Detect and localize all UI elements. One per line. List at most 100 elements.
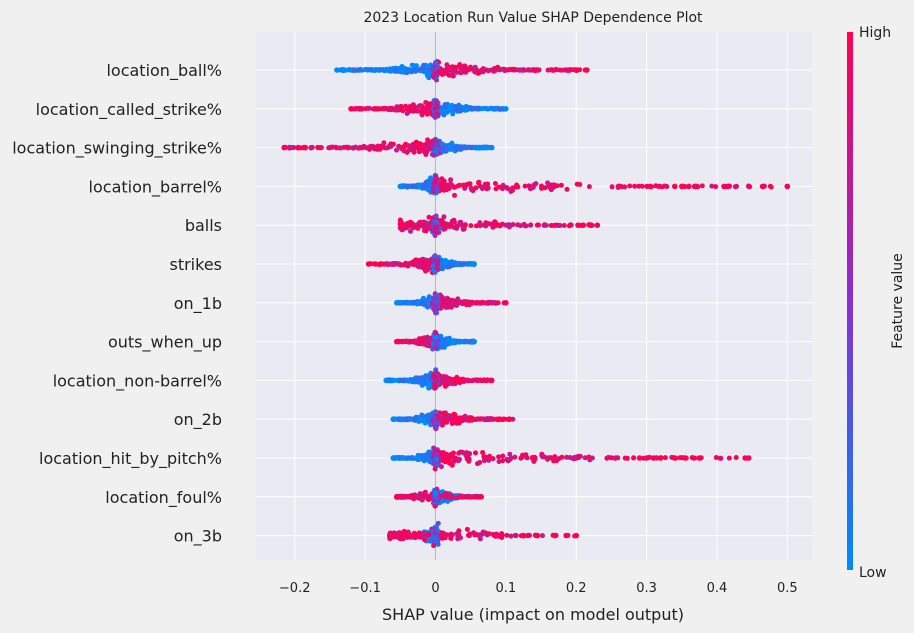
outlier-point: [671, 455, 678, 461]
data-point: [632, 183, 638, 189]
data-point: [399, 227, 405, 233]
data-point: [289, 145, 295, 151]
data-point: [485, 221, 491, 227]
data-point: [465, 181, 471, 187]
data-point: [551, 223, 557, 228]
data-point: [439, 450, 445, 456]
data-point: [487, 67, 493, 73]
data-point: [472, 64, 478, 70]
data-point: [432, 224, 438, 230]
data-point: [733, 455, 739, 460]
data-point: [447, 182, 453, 188]
data-point: [362, 67, 368, 72]
outlier-point: [488, 144, 495, 151]
data-point: [425, 373, 431, 379]
series-location_swinging_strike%: [281, 136, 495, 158]
data-point: [528, 185, 534, 191]
data-point: [549, 67, 555, 73]
data-point: [456, 420, 462, 426]
data-point: [468, 64, 473, 70]
data-point: [586, 454, 592, 460]
data-point: [530, 454, 535, 460]
data-point: [441, 221, 447, 227]
data-point: [385, 106, 391, 112]
outlier-point: [696, 455, 703, 461]
data-point: [458, 339, 464, 344]
data-point: [349, 145, 355, 151]
data-point: [453, 414, 459, 420]
data-point: [558, 182, 564, 188]
outlier-point: [393, 338, 400, 345]
data-point: [443, 304, 449, 310]
data-point: [400, 455, 406, 461]
data-point: [423, 492, 428, 498]
data-point: [431, 73, 437, 79]
data-point: [521, 67, 527, 73]
data-point: [454, 69, 460, 75]
data-point: [355, 67, 361, 73]
data-point: [410, 108, 416, 114]
outlier-point: [678, 183, 685, 190]
data-point: [407, 416, 413, 422]
data-point: [416, 142, 422, 148]
data-point: [420, 265, 426, 271]
outlier-point: [377, 261, 384, 267]
data-point: [528, 222, 533, 228]
data-point: [420, 295, 426, 301]
data-point: [352, 67, 358, 73]
outlier-point: [390, 455, 397, 461]
data-point: [627, 183, 633, 189]
outlier-point: [492, 106, 499, 112]
outlier-point: [671, 183, 678, 190]
data-point: [474, 223, 479, 229]
data-point: [557, 223, 563, 228]
data-point: [368, 67, 374, 73]
data-point: [421, 417, 427, 423]
data-point: [411, 183, 417, 189]
data-point: [475, 461, 480, 467]
data-point: [426, 452, 432, 457]
data-point: [432, 257, 438, 263]
data-point: [493, 186, 499, 192]
data-point: [441, 226, 447, 232]
data-point: [433, 344, 439, 350]
data-point: [405, 68, 411, 74]
data-point: [376, 106, 382, 112]
data-point: [468, 223, 474, 229]
data-point: [443, 342, 449, 348]
data-point: [426, 222, 431, 228]
outlier-point: [650, 455, 657, 461]
outlier-point: [358, 106, 365, 112]
outlier-point: [647, 183, 653, 190]
data-point: [315, 145, 321, 150]
data-point: [490, 224, 496, 230]
data-point: [456, 102, 462, 108]
data-point: [449, 259, 455, 265]
data-point: [473, 450, 478, 456]
data-point: [452, 192, 457, 198]
data-point: [433, 335, 439, 341]
data-point: [456, 494, 461, 500]
data-point: [507, 451, 513, 457]
data-point: [566, 223, 572, 229]
data-point: [434, 300, 440, 306]
data-point: [447, 145, 453, 151]
outlier-point: [390, 416, 397, 423]
data-point: [431, 461, 437, 467]
data-point: [362, 106, 368, 112]
data-point: [462, 222, 468, 228]
data-point: [433, 420, 438, 426]
outlier-point: [383, 377, 390, 384]
data-point: [477, 69, 483, 75]
data-point: [400, 339, 406, 344]
data-point: [308, 145, 314, 151]
data-point: [476, 179, 482, 185]
data-point: [442, 260, 448, 266]
data-point: [460, 300, 466, 306]
data-point: [455, 183, 461, 189]
series-balls: [397, 213, 601, 238]
data-point: [575, 223, 581, 228]
data-point: [469, 378, 475, 384]
data-point: [424, 258, 430, 263]
data-point: [420, 144, 426, 150]
